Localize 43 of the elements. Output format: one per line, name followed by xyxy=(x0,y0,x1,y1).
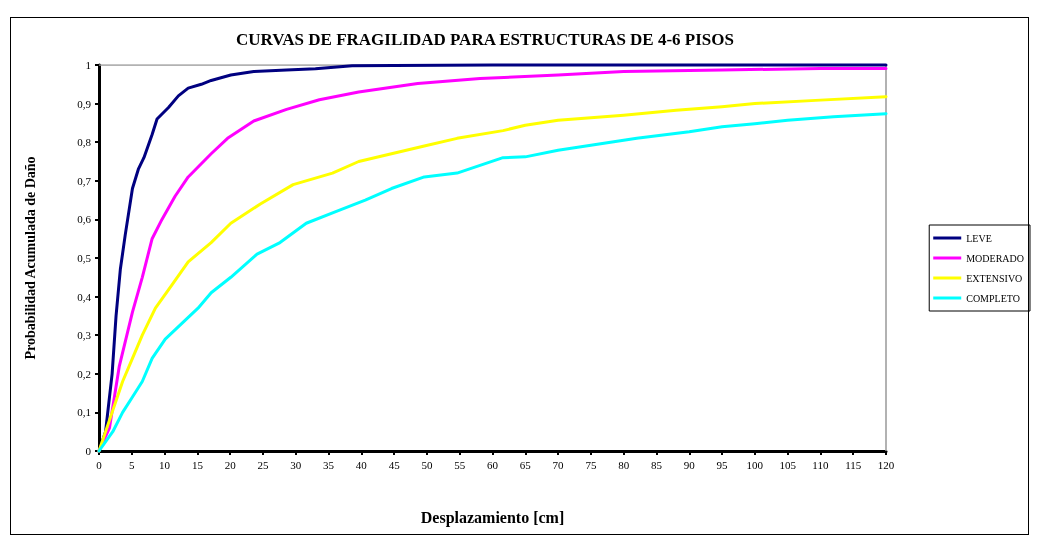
x-tick-label: 45 xyxy=(388,458,401,471)
x-tick-label: 35 xyxy=(323,458,335,471)
x-tick-label: 50 xyxy=(421,458,433,471)
x-tick-label: 120 xyxy=(877,458,895,471)
y-tick-label: 0,8 xyxy=(77,136,92,149)
x-tick-label: 70 xyxy=(552,458,565,471)
x-tick-label: 90 xyxy=(683,458,696,471)
y-tick-label: 0,2 xyxy=(77,367,91,380)
x-tick-label: 5 xyxy=(129,458,136,471)
x-tick-label: 95 xyxy=(716,458,729,471)
x-tick-label: 110 xyxy=(812,458,829,471)
y-axis-title: Probabilidad Acumulada de Daño xyxy=(22,156,38,360)
y-tick-label: 0,6 xyxy=(77,213,92,226)
y-tick-label: 0,3 xyxy=(77,329,92,342)
x-tick-label: 10 xyxy=(159,458,171,471)
legend-label: MODERADO xyxy=(966,252,1024,264)
x-tick-label: 105 xyxy=(779,458,797,471)
x-tick-label: 80 xyxy=(618,458,630,471)
x-tick-label: 65 xyxy=(519,458,532,471)
y-tick-label: 0,5 xyxy=(77,252,92,264)
x-tick-label: 85 xyxy=(650,458,663,471)
y-tick-label: 0 xyxy=(85,445,92,457)
x-tick-label: 40 xyxy=(355,458,368,471)
x-tick-label: 60 xyxy=(487,458,499,471)
x-tick-label: 15 xyxy=(191,458,204,471)
legend-label: COMPLETO xyxy=(966,292,1020,304)
x-tick-label: 115 xyxy=(845,458,862,471)
chart-title: CURVAS DE FRAGILIDAD PARA ESTRUCTURAS DE 4-6 PISOS xyxy=(236,30,734,49)
x-tick-label: 30 xyxy=(290,458,302,471)
x-tick-label: 20 xyxy=(224,458,237,471)
y-tick-label: 0,9 xyxy=(77,97,92,110)
x-axis-title: Desplazamiento [cm] xyxy=(420,508,565,527)
x-tick-label: 75 xyxy=(585,458,597,471)
x-tick-label: 55 xyxy=(454,458,466,471)
y-tick-label: 0,1 xyxy=(77,406,91,419)
x-tick-label: 0 xyxy=(96,458,103,471)
x-tick-label: 25 xyxy=(257,458,269,471)
y-tick-label: 0,4 xyxy=(77,290,92,303)
legend-label: LEVE xyxy=(966,232,992,244)
x-tick-label: 100 xyxy=(746,458,764,471)
y-tick-label: 0,7 xyxy=(77,174,92,187)
legend-label: EXTENSIVO xyxy=(966,272,1023,284)
y-tick-label: 1 xyxy=(85,59,91,71)
